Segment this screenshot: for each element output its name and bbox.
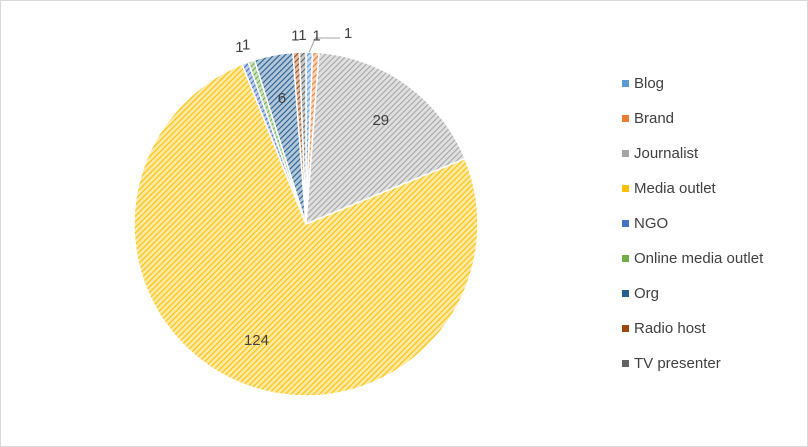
legend-swatch	[622, 255, 629, 262]
legend-label: Media outlet	[634, 180, 717, 197]
legend-label: Journalist	[634, 145, 699, 162]
legend-swatch	[622, 150, 629, 157]
legend-label: Org	[634, 285, 659, 302]
data-label: 1	[298, 27, 306, 44]
data-label: 1	[291, 27, 299, 44]
data-label: 1	[344, 25, 352, 42]
legend-swatch	[622, 325, 629, 332]
pie-slice	[133, 63, 479, 397]
legend-swatch	[622, 290, 629, 297]
legend-swatch	[622, 80, 629, 87]
pie-slice	[298, 51, 307, 225]
legend-swatch	[622, 360, 629, 367]
data-label: 1	[242, 37, 250, 54]
legend-label: NGO	[634, 215, 668, 232]
data-label: 29	[372, 112, 389, 129]
legend-swatch	[622, 185, 629, 192]
legend-label: TV presenter	[634, 355, 721, 372]
data-label: 124	[244, 332, 269, 349]
data-label: 1	[313, 27, 321, 44]
legend-swatch	[622, 115, 629, 122]
legend-label: Online media outlet	[634, 250, 764, 267]
legend-swatch	[622, 220, 629, 227]
leader-line	[308, 37, 340, 53]
legend-label: Blog	[634, 75, 664, 92]
data-label: 6	[278, 90, 286, 107]
legend-label: Brand	[634, 110, 674, 127]
legend-label: Radio host	[634, 320, 707, 337]
data-label: 1	[235, 39, 243, 56]
pie-slice	[305, 51, 467, 226]
